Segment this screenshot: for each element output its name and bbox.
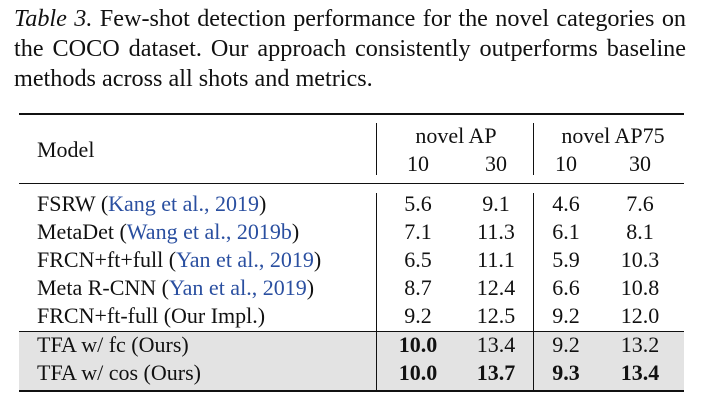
model-name: TFA w/ cos (Ours)	[37, 360, 201, 385]
table-top-rule	[19, 113, 684, 115]
table-bottom-rule	[19, 390, 684, 392]
table-cell: 12.4	[476, 275, 516, 300]
table-cell: 4.6	[552, 191, 580, 216]
model-name: FSRW	[37, 191, 96, 216]
column-separator-model	[376, 123, 377, 175]
table-cell: 13.2	[620, 332, 660, 357]
table-cell: 10.8	[620, 275, 660, 300]
table-row-model: FSRW (Kang et al., 2019)	[37, 191, 267, 216]
table-cell-best: 13.4	[620, 360, 660, 385]
table-row-model: Meta R-CNN (Yan et al., 2019)	[37, 275, 315, 300]
column-separator-model	[376, 193, 377, 390]
table-cell-best: 10.0	[398, 360, 438, 385]
table-cell-best: 10.0	[398, 332, 438, 357]
table-cell: 6.1	[552, 219, 580, 244]
table-cell: 9.2	[552, 303, 580, 328]
table-cell: 8.7	[404, 275, 432, 300]
table-cell: 9.2	[552, 332, 580, 357]
table-cell-best: 13.7	[476, 360, 516, 385]
caption-text: Few-shot detection performance for the n…	[14, 5, 687, 92]
table-cell: 7.6	[626, 191, 654, 216]
table-cell: 5.9	[552, 247, 580, 272]
table-row-model: FRCN+ft+full (Yan et al., 2019)	[37, 247, 322, 272]
table-cell: 9.1	[482, 191, 510, 216]
table-group-rule	[19, 331, 684, 332]
table-cell: 13.4	[476, 332, 516, 357]
table-cell: 11.3	[477, 219, 515, 244]
citation-link[interactable]: Kang et al., 2019	[108, 191, 260, 216]
table-cell: 6.5	[404, 247, 432, 272]
column-separator-groups	[533, 123, 534, 175]
model-column-header: Model	[37, 137, 95, 162]
model-name: FRCN+ft+full	[37, 247, 164, 272]
model-name: MetaDet	[37, 219, 114, 244]
table-cell: 12.5	[476, 303, 516, 328]
model-name: Meta R-CNN	[37, 275, 157, 300]
table-cell: 6.6	[552, 275, 580, 300]
citation-link[interactable]: Yan et al., 2019	[176, 247, 314, 272]
group-header-novel-ap: novel AP	[415, 123, 497, 148]
table-cell: 12.0	[620, 303, 660, 328]
citation-link[interactable]: Wang et al., 2019b	[126, 219, 292, 244]
highlight-row-fc	[19, 331, 684, 359]
table-cell: 11.1	[477, 247, 515, 272]
table-cell: 9.2	[404, 303, 432, 328]
table-header-rule	[19, 183, 684, 184]
table-cell: 5.6	[404, 191, 432, 216]
caption-label: Table 3.	[14, 5, 93, 32]
table-caption: Table 3. Few-shot detection performance …	[14, 4, 686, 94]
table-cell: 10.3	[620, 247, 660, 272]
table-cell: 7.1	[404, 219, 432, 244]
shot-header: 30	[629, 151, 651, 176]
model-name: TFA w/ fc (Ours)	[37, 332, 189, 357]
group-header-novel-ap75: novel AP75	[561, 123, 665, 148]
shot-header: 30	[485, 151, 507, 176]
table-row-model: MetaDet (Wang et al., 2019b)	[37, 219, 300, 244]
shot-header: 10	[555, 151, 577, 176]
highlight-row-cos	[19, 359, 684, 390]
table-cell: 8.1	[626, 219, 654, 244]
model-name: FRCN+ft-full (Our Impl.)	[37, 303, 266, 328]
shot-header: 10	[407, 151, 429, 176]
citation-link[interactable]: Yan et al., 2019	[168, 275, 307, 300]
table-cell-best: 9.3	[552, 360, 580, 385]
column-separator-groups	[533, 193, 534, 390]
